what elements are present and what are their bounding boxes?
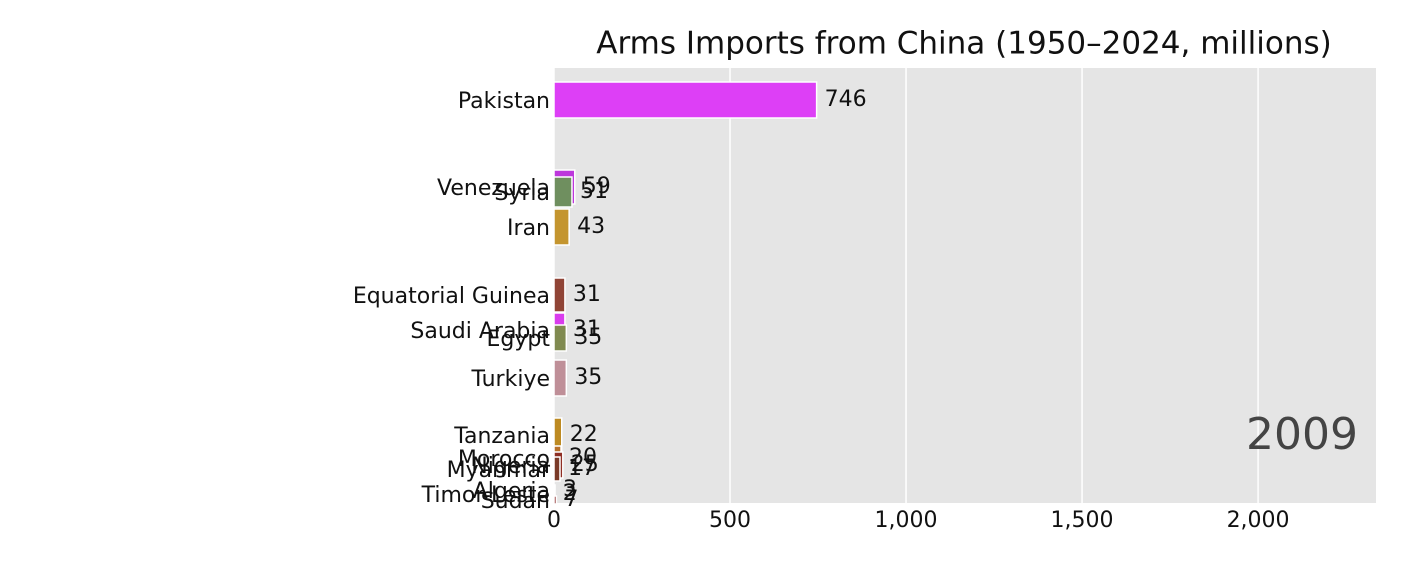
- x-tick-label: 1,500: [1051, 508, 1114, 533]
- bar: [553, 208, 570, 246]
- value-label: 25: [571, 452, 599, 477]
- bar: [553, 495, 558, 505]
- bar: [553, 277, 566, 313]
- y-tick-label: Myanmar: [447, 458, 551, 483]
- value-label: 22: [570, 422, 598, 447]
- y-tick-label: Sudan: [481, 489, 550, 514]
- value-label: 35: [574, 325, 602, 350]
- y-tick-label: Pakistan: [458, 89, 550, 114]
- value-label: 7: [564, 487, 578, 512]
- value-label: 59: [583, 174, 611, 199]
- x-tick-label: 2,000: [1227, 508, 1290, 533]
- value-label: 35: [574, 365, 602, 390]
- y-tick-label: Algeria: [473, 479, 550, 504]
- x-tick-label: 0: [547, 508, 561, 533]
- y-tick-label: Timor-Leste: [421, 483, 550, 508]
- x-tick-label: 500: [709, 508, 751, 533]
- value-label: 51: [580, 179, 608, 204]
- bar: [553, 176, 573, 208]
- value-label: 20: [569, 445, 597, 470]
- bar: [553, 81, 818, 119]
- y-tick-label: Saudi Arabia: [410, 319, 550, 344]
- bar: [553, 359, 568, 397]
- value-label: 31: [573, 317, 601, 342]
- y-tick-label: Tanzania: [453, 424, 550, 449]
- value-label: 17: [568, 456, 596, 481]
- y-tick-label: Syria: [494, 181, 550, 206]
- y-tick-label: Nigeria: [471, 454, 550, 479]
- y-tick-label: Morocco: [458, 447, 550, 472]
- value-label: 31: [573, 282, 601, 307]
- y-tick-label: Venezuela: [437, 176, 550, 201]
- bar: [553, 456, 561, 482]
- bars: Pakistan 746 Venezuela 59 Syria 51 Iran 43 Equat…: [353, 81, 867, 514]
- value-label: 43: [577, 214, 605, 239]
- bar: [553, 324, 568, 352]
- y-tick-label: Iran: [507, 216, 550, 241]
- y-tick-label: Equatorial Guinea: [353, 284, 550, 309]
- y-tick-label: Egypt: [487, 327, 551, 352]
- x-tick-label: 1,000: [875, 508, 938, 533]
- value-label: 3: [563, 477, 577, 502]
- y-tick-label: Turkiye: [471, 367, 551, 392]
- value-label: 746: [825, 87, 867, 112]
- value-label: 2: [563, 481, 577, 506]
- chart-title: Arms Imports from China (1950–2024, mill…: [596, 26, 1332, 62]
- year-label: 2009: [1246, 409, 1358, 460]
- plot-area: [554, 68, 1376, 503]
